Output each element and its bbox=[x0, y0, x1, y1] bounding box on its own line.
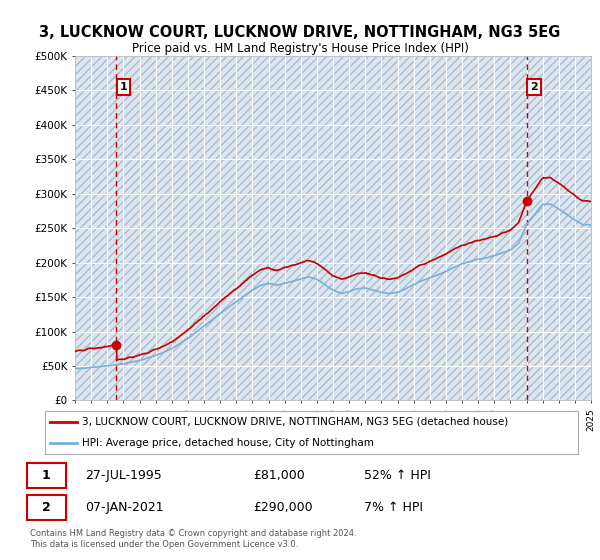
Text: 1: 1 bbox=[42, 469, 50, 482]
Text: 27-JUL-1995: 27-JUL-1995 bbox=[85, 469, 162, 482]
Text: 07-JAN-2021: 07-JAN-2021 bbox=[85, 501, 164, 514]
FancyBboxPatch shape bbox=[45, 410, 578, 455]
Text: HPI: Average price, detached house, City of Nottingham: HPI: Average price, detached house, City… bbox=[83, 438, 374, 448]
Text: Price paid vs. HM Land Registry's House Price Index (HPI): Price paid vs. HM Land Registry's House … bbox=[131, 42, 469, 55]
Text: £290,000: £290,000 bbox=[253, 501, 313, 514]
Text: £81,000: £81,000 bbox=[253, 469, 305, 482]
Text: 52% ↑ HPI: 52% ↑ HPI bbox=[364, 469, 431, 482]
FancyBboxPatch shape bbox=[27, 463, 66, 488]
FancyBboxPatch shape bbox=[27, 495, 66, 520]
Text: 3, LUCKNOW COURT, LUCKNOW DRIVE, NOTTINGHAM, NG3 5EG: 3, LUCKNOW COURT, LUCKNOW DRIVE, NOTTING… bbox=[40, 25, 560, 40]
Text: 2: 2 bbox=[530, 82, 538, 92]
Text: 2: 2 bbox=[42, 501, 50, 514]
Text: 7% ↑ HPI: 7% ↑ HPI bbox=[364, 501, 424, 514]
Text: 3, LUCKNOW COURT, LUCKNOW DRIVE, NOTTINGHAM, NG3 5EG (detached house): 3, LUCKNOW COURT, LUCKNOW DRIVE, NOTTING… bbox=[83, 417, 509, 427]
Text: Contains HM Land Registry data © Crown copyright and database right 2024.
This d: Contains HM Land Registry data © Crown c… bbox=[30, 529, 356, 549]
Text: 1: 1 bbox=[119, 82, 127, 92]
